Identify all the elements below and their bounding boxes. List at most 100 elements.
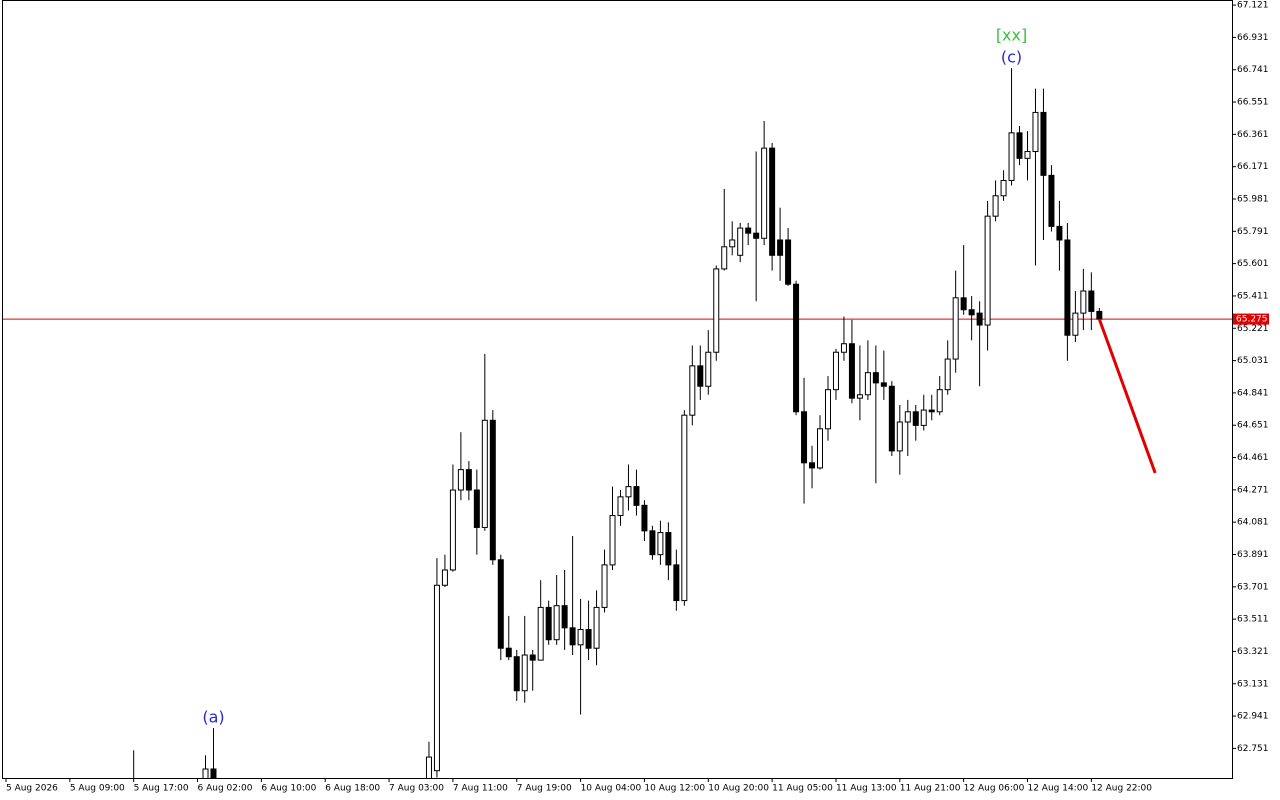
candle-body [529,654,536,661]
forecast-line [1097,318,1157,474]
candle-body [824,389,831,430]
x-tick-label: 11 Aug 13:00 [836,784,897,794]
wave-label: [xx] [996,26,1027,45]
candle-body [617,496,624,517]
candle-body [1088,290,1095,312]
candle-body [888,385,895,452]
y-tick-label: 64.651 [1237,421,1269,431]
candle-body [1096,310,1103,320]
x-tick-label: 10 Aug 12:00 [644,784,705,794]
candle-body [840,343,847,353]
candle-body [976,312,983,326]
candle-body [848,343,855,399]
candle-body [793,283,800,413]
candle-body [681,414,688,602]
candle-body [433,584,440,772]
candle-body [505,647,512,658]
candle-body [465,469,472,491]
wave-label: (c) [1001,48,1022,67]
y-tick-label: 62.751 [1237,744,1269,754]
candle-body [1000,179,1007,197]
x-tick-label: 12 Aug 14:00 [1027,784,1088,794]
candle-body [944,358,951,391]
candle-body [641,504,648,532]
candle-body [202,768,209,778]
candle-body [601,564,608,608]
candle-body [449,489,456,571]
candle-body [968,309,975,316]
y-tick-label: 65.411 [1237,291,1269,301]
candle-body [832,351,839,391]
y-tick-label: 66.361 [1237,130,1269,140]
candle-body [609,515,616,566]
candle-body [745,227,752,234]
candle-body [569,627,576,646]
plot-area [3,68,1232,778]
candle-body [561,605,568,629]
candle-body [713,268,720,353]
candle-body [1008,132,1015,181]
candle-body [912,411,919,426]
y-tick-label: 65.031 [1237,356,1269,366]
x-tick-label: 12 Aug 06:00 [964,784,1025,794]
candle-body [537,606,544,661]
y-tick-label: 65.601 [1237,259,1269,269]
x-tick-label: 11 Aug 05:00 [772,784,833,794]
y-tick-label: 66.931 [1237,33,1269,43]
y-tick-label: 65.981 [1237,194,1269,204]
price-box-label: 65.275 [1236,315,1268,325]
x-tick-label: 7 Aug 03:00 [389,784,444,794]
candle-body [441,569,448,586]
candle-body [817,428,824,469]
x-tick-label: 12 Aug 22:00 [1091,784,1152,794]
candle-body [992,195,999,217]
candle-body [593,606,600,649]
y-tick-label: 65.791 [1237,227,1269,237]
candle-body [481,419,488,528]
candle-body [1080,290,1087,314]
candle-body [1064,239,1071,336]
candle-body [1056,225,1063,241]
y-tick-label: 65.221 [1237,324,1269,334]
candle-body [425,756,432,778]
candle-body [1032,111,1039,153]
x-tick-label: 10 Aug 04:00 [581,784,642,794]
x-tick-label: 7 Aug 19:00 [517,784,572,794]
candle-body [920,409,927,426]
candle-body [1016,132,1023,159]
candle-body [457,469,464,491]
y-tick-label: 66.171 [1237,162,1269,172]
y-tick-label: 66.551 [1237,98,1269,108]
candle-body [777,239,784,256]
candle-body [673,564,680,602]
candle-body [936,389,943,413]
candle-body [697,365,704,387]
candle-body [809,462,816,469]
candle-body [585,629,592,649]
candle-body [210,768,217,778]
y-tick-label: 63.511 [1237,615,1269,625]
candle-body [785,239,792,285]
candle-body [721,246,728,270]
candle-body [625,486,632,498]
x-tick-label: 7 Aug 11:00 [453,784,508,794]
candle-body [545,606,552,641]
y-tick-label: 63.701 [1237,582,1269,592]
candle-body [649,530,656,556]
x-tick-label: 11 Aug 21:00 [900,784,961,794]
x-tick-label: 5 Aug 09:00 [70,784,125,794]
y-tick-label: 63.321 [1237,647,1269,657]
y-tick-label: 63.891 [1237,550,1269,560]
x-tick-label: 6 Aug 02:00 [198,784,253,794]
candle-body [521,654,528,692]
y-tick-label: 64.271 [1237,485,1269,495]
candle-body [665,532,672,566]
y-tick-label: 63.131 [1237,679,1269,689]
candle-body [801,411,808,464]
candle-body [737,227,744,256]
x-tick-label: 6 Aug 10:00 [261,784,316,794]
y-tick-label: 64.461 [1237,453,1269,463]
candle-body [896,421,903,452]
x-tick-label: 5 Aug 17:00 [134,784,189,794]
